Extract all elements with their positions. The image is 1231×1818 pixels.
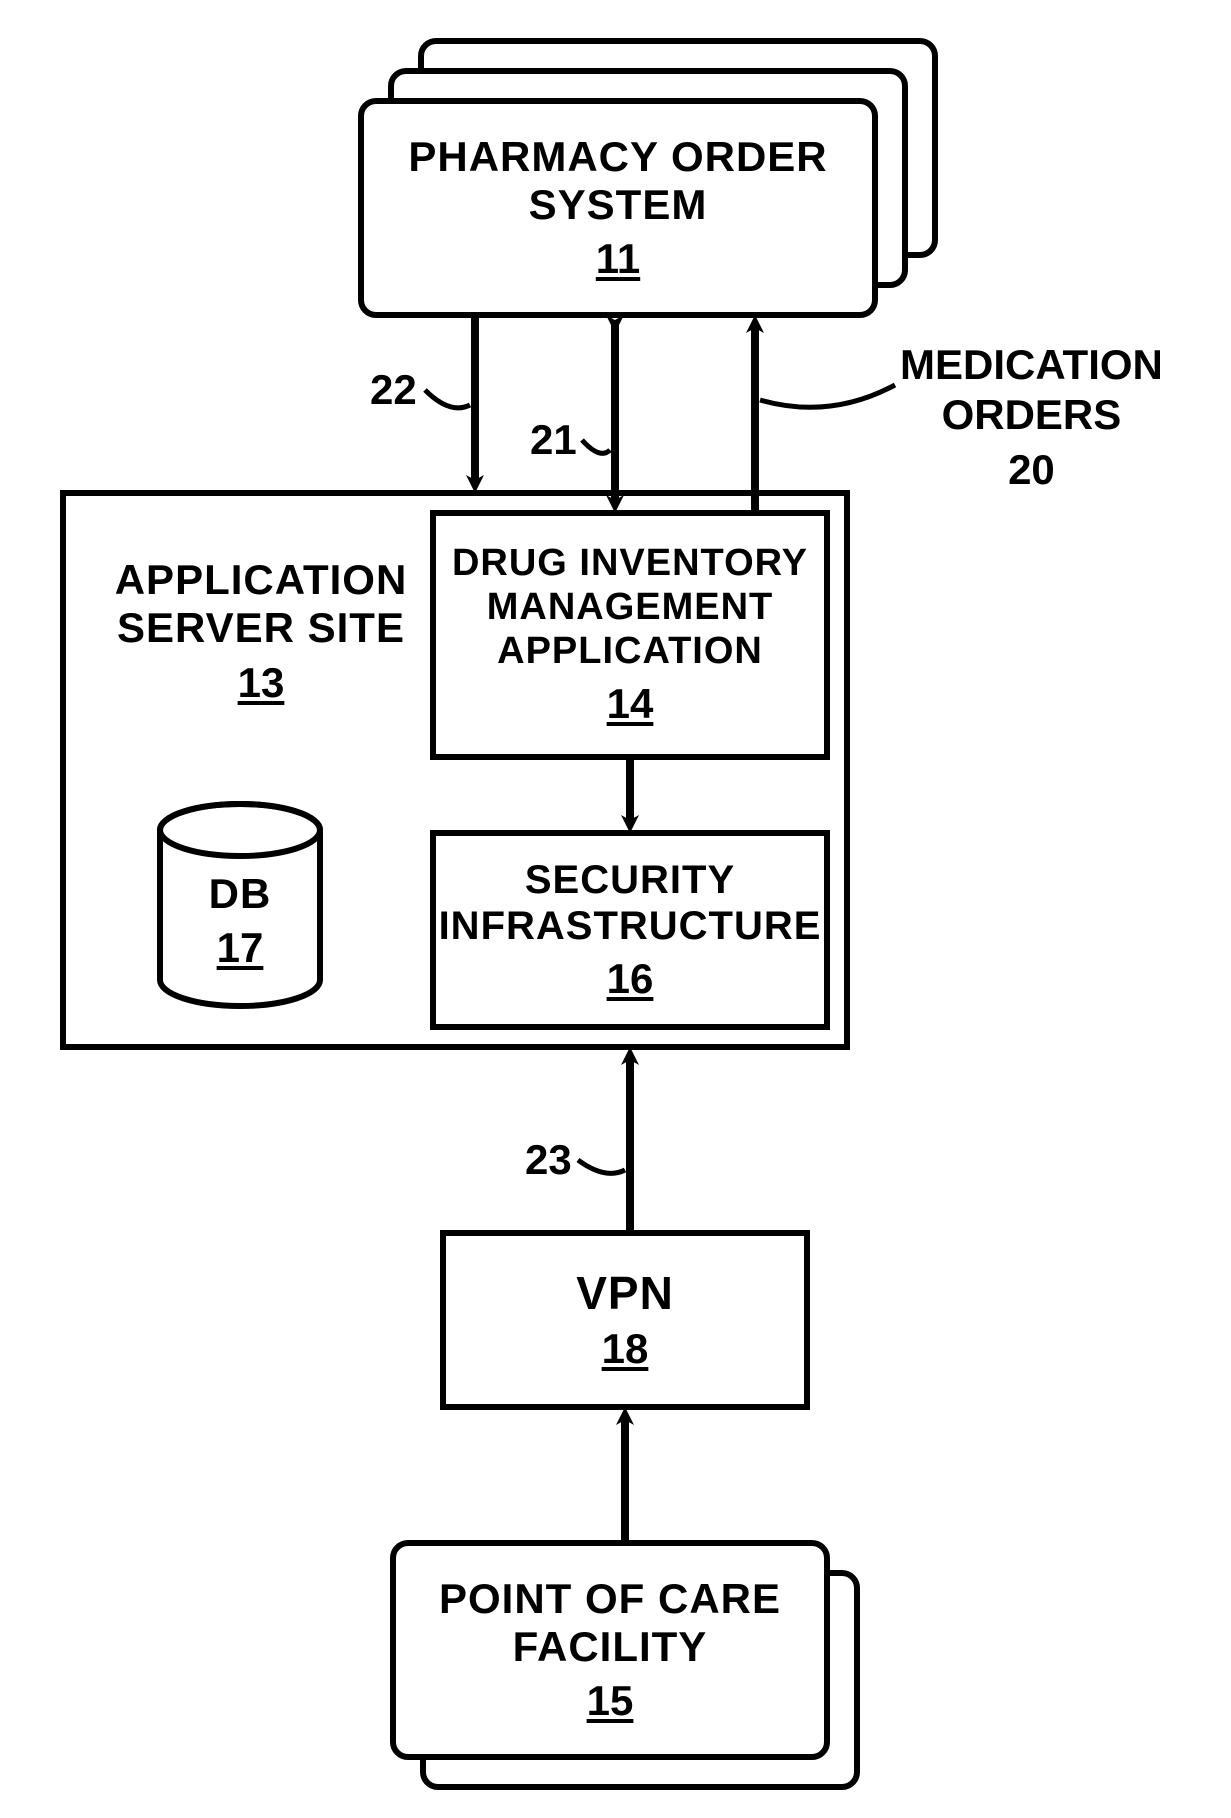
pharmacy-box: PHARMACY ORDER SYSTEM 11 <box>358 98 878 318</box>
label-23: 23 <box>525 1135 572 1185</box>
app-server-title: APPLICATION SERVER SITE <box>96 556 426 653</box>
security-number: 16 <box>607 955 654 1003</box>
db-cylinder: DB 17 <box>155 800 325 1010</box>
drug-inventory-box: DRUG INVENTORY MANAGEMENT APPLICATION 14 <box>430 510 830 760</box>
medication-orders-line2: ORDERS <box>900 390 1163 440</box>
db-number: 17 <box>155 924 325 972</box>
poc-title: POINT OF CARE FACILITY <box>396 1575 824 1672</box>
app-server-number: 13 <box>96 659 426 707</box>
label-22: 22 <box>370 365 417 415</box>
security-box: SECURITY INFRASTRUCTURE 16 <box>430 830 830 1030</box>
vpn-number: 18 <box>602 1325 649 1373</box>
label-21: 21 <box>530 415 577 465</box>
medication-orders-number: 20 <box>900 445 1163 495</box>
poc-number: 15 <box>587 1677 634 1725</box>
medication-orders-line1: MEDICATION <box>900 340 1163 390</box>
security-title: SECURITY INFRASTRUCTURE <box>429 857 832 949</box>
poc-box: POINT OF CARE FACILITY 15 <box>390 1540 830 1760</box>
medication-orders-label: MEDICATION ORDERS 20 <box>900 340 1163 495</box>
pharmacy-title: PHARMACY ORDER SYSTEM <box>364 133 872 230</box>
vpn-title: VPN <box>576 1267 674 1320</box>
drug-inventory-number: 14 <box>607 680 654 728</box>
vpn-box: VPN 18 <box>440 1230 810 1410</box>
db-title: DB <box>155 870 325 918</box>
drug-inventory-title: DRUG INVENTORY MANAGEMENT APPLICATION <box>436 542 824 673</box>
diagram-canvas: PHARMACY ORDER SYSTEM 11 APPLICATION SER… <box>0 0 1231 1818</box>
pharmacy-number: 11 <box>596 235 640 283</box>
